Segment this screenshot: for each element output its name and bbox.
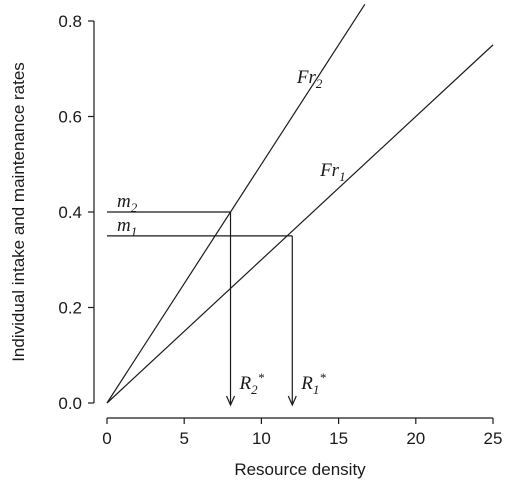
- r-star-label: R2*: [239, 370, 265, 397]
- x-tick-label: 20: [406, 429, 425, 448]
- x-tick-label: 0: [102, 429, 111, 448]
- maintenance-label: m2: [117, 191, 138, 215]
- arrow-head-icon: [225, 395, 236, 407]
- maintenance-guides: m2 R2* m1 R1*: [107, 191, 326, 407]
- x-tick-label: 5: [179, 429, 188, 448]
- series-label-fr2: Fr2: [296, 67, 323, 91]
- maintenance-label: m1: [117, 215, 137, 239]
- x-tick-label: 25: [484, 429, 503, 448]
- arrow-head-icon: [287, 395, 297, 407]
- x-tick-label: 10: [252, 429, 271, 448]
- x-axis-title: Resource density: [234, 460, 366, 479]
- series-line-fr2: [106, 3, 366, 404]
- y-tick-label: 0.8: [58, 12, 82, 31]
- series-line-fr1: [106, 44, 494, 404]
- axes: 0.0 0.2 0.4 0.6 0.8 0 5 10 15 20 25: [58, 12, 502, 448]
- y-tick-label: 0.2: [58, 299, 82, 318]
- r-star-label: R1*: [300, 370, 326, 397]
- y-axis-title: Individual intake and maintenance rates: [9, 62, 28, 362]
- x-tick-label: 15: [329, 429, 348, 448]
- y-tick-label: 0.0: [58, 394, 82, 413]
- y-tick-label: 0.4: [58, 203, 82, 222]
- series-label-fr1: Fr1: [319, 160, 346, 184]
- y-tick-label: 0.6: [58, 108, 82, 127]
- series-lines: Fr2 Fr1: [106, 3, 494, 404]
